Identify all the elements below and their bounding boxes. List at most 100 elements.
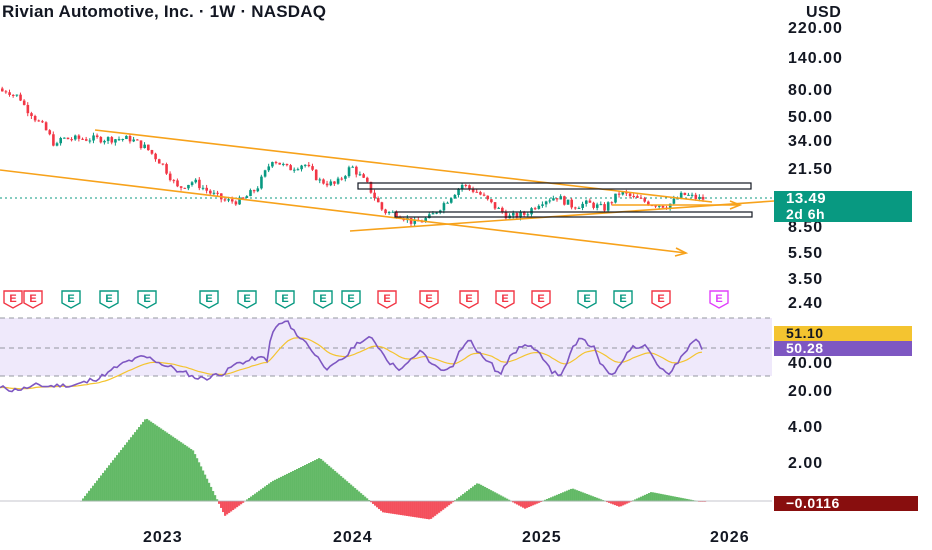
candle-body: [190, 182, 194, 185]
osc-bar: [382, 501, 385, 513]
osc-bar: [178, 440, 181, 502]
candle-body: [282, 163, 285, 165]
candle-body: [468, 185, 471, 189]
candle-body: [552, 198, 555, 201]
candle-body: [143, 144, 146, 149]
earnings-marker: E: [313, 290, 333, 309]
channel-lower-line[interactable]: [0, 169, 687, 254]
earnings-marker: E: [459, 290, 479, 309]
osc-bar: [648, 493, 651, 502]
osc-bar: [596, 497, 599, 502]
osc-bar: [206, 478, 209, 502]
candle-body: [449, 198, 453, 203]
osc-bar: [644, 494, 647, 502]
candle-body: [256, 188, 260, 192]
candle-body: [679, 192, 683, 199]
candle-body: [694, 194, 698, 199]
candle-body: [234, 201, 238, 205]
candle-body: [376, 198, 380, 203]
price-tick: 140.00: [788, 50, 843, 67]
earnings-badge: [23, 290, 43, 309]
osc-bar: [164, 431, 167, 502]
candle-body: [333, 181, 336, 184]
osc-bar: [162, 429, 165, 502]
channel-upper-line[interactable]: [94, 129, 713, 203]
earnings-badge: [341, 290, 361, 309]
osc-bar: [664, 494, 667, 502]
osc-bar: [198, 462, 201, 502]
osc-bar: [452, 501, 455, 503]
earnings-badge: [237, 290, 257, 309]
candle-body: [176, 180, 179, 187]
osc-bar: [548, 498, 551, 502]
osc-bar: [458, 497, 461, 502]
earnings-badge: [531, 290, 551, 309]
candle-body: [566, 199, 570, 205]
year-label: 2025: [522, 529, 562, 546]
candle-body: [617, 193, 621, 195]
year-label: 2024: [333, 529, 373, 546]
candle-body: [154, 153, 157, 160]
earnings-marker: E: [99, 290, 119, 309]
candle-body: [278, 162, 281, 165]
osc-bar: [362, 494, 365, 502]
osc-bar: [480, 484, 483, 502]
candle-body: [340, 178, 344, 180]
candle-body: [227, 199, 230, 201]
support-box[interactable]: [394, 211, 753, 218]
osc-bar: [688, 499, 691, 502]
earnings-marker: E: [495, 290, 515, 309]
candle-body: [457, 188, 460, 195]
earnings-letter: E: [347, 293, 354, 305]
osc-bar: [356, 489, 359, 502]
candle-body: [103, 140, 106, 143]
candle-body: [643, 198, 646, 202]
osc-bar: [180, 442, 183, 502]
osc-bar: [626, 501, 629, 504]
candle-body: [672, 198, 676, 204]
candle-body: [311, 166, 314, 170]
osc-bar: [142, 421, 145, 502]
osc-bar: [450, 501, 453, 504]
osc-bar: [620, 501, 623, 507]
earnings-letter: E: [9, 293, 16, 305]
candle-body: [347, 167, 351, 177]
osc-bar: [600, 499, 603, 502]
osc-bar: [134, 432, 137, 502]
candle-body: [355, 166, 358, 175]
osc-bar: [200, 466, 203, 502]
osc-bar: [566, 490, 569, 502]
candle-body: [369, 181, 373, 193]
candle-body: [161, 163, 165, 165]
osc-bar: [530, 501, 533, 507]
osc-bar: [350, 484, 353, 502]
price-tick: 34.00: [788, 133, 834, 150]
osc-bar: [114, 457, 117, 502]
earnings-letter: E: [425, 293, 432, 305]
countdown-tag: 2d 6h: [774, 207, 912, 222]
candle-body: [285, 163, 289, 166]
osc-bar: [500, 495, 503, 502]
candle-body: [610, 202, 614, 204]
candle-body: [125, 135, 128, 140]
earnings-marker: E: [709, 290, 729, 309]
candle-body: [11, 94, 15, 96]
osc-bar: [334, 470, 337, 502]
candle-body: [198, 179, 201, 189]
earnings-badge: [3, 290, 23, 309]
osc-bar: [468, 489, 471, 502]
osc-bar: [102, 472, 105, 502]
candle-body: [44, 122, 48, 131]
candle-body: [8, 92, 11, 95]
earnings-letter: E: [319, 293, 326, 305]
candle-body: [194, 179, 198, 183]
osc-bar: [108, 465, 111, 502]
candle-body: [387, 211, 391, 214]
year-label: 2026: [710, 529, 750, 546]
osc-bar: [310, 462, 313, 502]
resistance-box[interactable]: [357, 182, 752, 190]
rising-support-line[interactable]: [349, 200, 775, 232]
osc-bar: [472, 486, 475, 502]
osc-bar: [234, 501, 237, 509]
